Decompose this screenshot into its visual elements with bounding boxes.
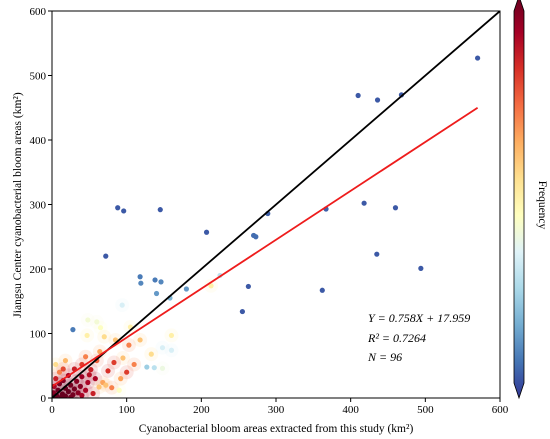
data-point (183, 286, 189, 292)
x-tick-label: 100 (118, 404, 135, 416)
equation-annotation: Y = 0.758X + 17.959 (368, 311, 470, 325)
data-point (60, 366, 66, 372)
data-point (245, 283, 251, 290)
data-point (126, 342, 132, 348)
data-point (137, 274, 143, 280)
y-tick-label: 200 (30, 264, 47, 276)
data-point (116, 387, 122, 393)
data-point (53, 376, 59, 382)
y-tick-label: 0 (41, 393, 47, 405)
data-point (97, 325, 104, 331)
data-point (355, 92, 361, 99)
data-point (121, 208, 127, 214)
data-point (62, 357, 69, 364)
colorbar-label: Frequency (536, 181, 548, 230)
data-point (85, 379, 91, 386)
data-point (138, 280, 144, 286)
data-point (101, 334, 107, 340)
x-tick-label: 0 (49, 404, 55, 416)
data-point (319, 287, 325, 293)
y-tick-label: 300 (30, 200, 47, 212)
data-point (105, 368, 111, 374)
x-tick-label: 500 (417, 404, 434, 416)
data-point (94, 319, 100, 325)
data-point (74, 378, 80, 384)
data-point (253, 234, 259, 240)
y-tick-label: 500 (30, 71, 47, 83)
data-point (475, 55, 481, 61)
data-point (83, 387, 89, 393)
data-point (148, 351, 154, 357)
data-point (137, 337, 143, 343)
data-point (71, 386, 77, 392)
data-point (168, 332, 175, 339)
r-squared-annotation: R² = 0.7264 (367, 331, 426, 345)
data-point (361, 200, 367, 206)
data-point (115, 205, 121, 211)
data-point (90, 390, 96, 397)
data-point (103, 253, 109, 259)
data-point (62, 393, 69, 398)
data-point (153, 290, 160, 297)
y-tick-label: 600 (30, 6, 47, 18)
y-tick-label: 400 (30, 135, 47, 147)
data-point (84, 332, 90, 339)
data-point (70, 327, 76, 333)
x-tick-label: 400 (342, 404, 359, 416)
data-point (97, 348, 103, 355)
colorbar (513, 0, 525, 400)
data-point (152, 277, 158, 283)
n-annotation: N = 96 (367, 350, 402, 364)
data-point (159, 365, 166, 371)
data-point (79, 392, 85, 398)
data-point (109, 385, 115, 391)
data-point (418, 265, 424, 271)
one-to-one-line (52, 11, 500, 398)
data-point (75, 390, 81, 396)
data-point (158, 279, 164, 285)
data-point (120, 355, 126, 361)
colorbar-bar (513, 0, 525, 400)
data-point (157, 207, 163, 213)
data-point (58, 394, 64, 398)
data-point (144, 364, 150, 370)
y-axis-label: Jiangsu Center cyanobacterial bloom area… (12, 92, 24, 318)
data-point (88, 367, 94, 373)
data-point (103, 382, 109, 388)
regression-line (52, 106, 479, 388)
data-point (168, 347, 175, 353)
data-point (111, 359, 117, 366)
data-point (118, 376, 124, 382)
data-point (203, 229, 210, 235)
x-tick-label: 600 (492, 404, 509, 416)
data-point (92, 376, 98, 382)
data-point (239, 308, 245, 315)
data-point (85, 317, 91, 323)
data-point (86, 372, 92, 378)
y-tick-label: 100 (30, 329, 47, 341)
data-point (151, 365, 157, 371)
data-point (96, 384, 102, 390)
data-point (119, 302, 125, 308)
data-point (208, 283, 214, 289)
data-point (56, 369, 63, 375)
data-point (131, 361, 137, 368)
data-point (374, 97, 381, 103)
data-point (159, 345, 166, 351)
x-tick-label: 300 (268, 404, 285, 416)
data-point (83, 354, 89, 360)
data-point (53, 361, 59, 368)
x-axis-label: Cyanobacterial bloom areas extracted fro… (139, 423, 414, 435)
data-point (77, 383, 83, 389)
data-point (79, 374, 85, 380)
data-point (65, 388, 72, 395)
data-point (124, 369, 130, 375)
data-point (392, 205, 399, 211)
data-point (374, 251, 380, 257)
x-tick-label: 200 (193, 404, 210, 416)
data-point (68, 394, 74, 398)
